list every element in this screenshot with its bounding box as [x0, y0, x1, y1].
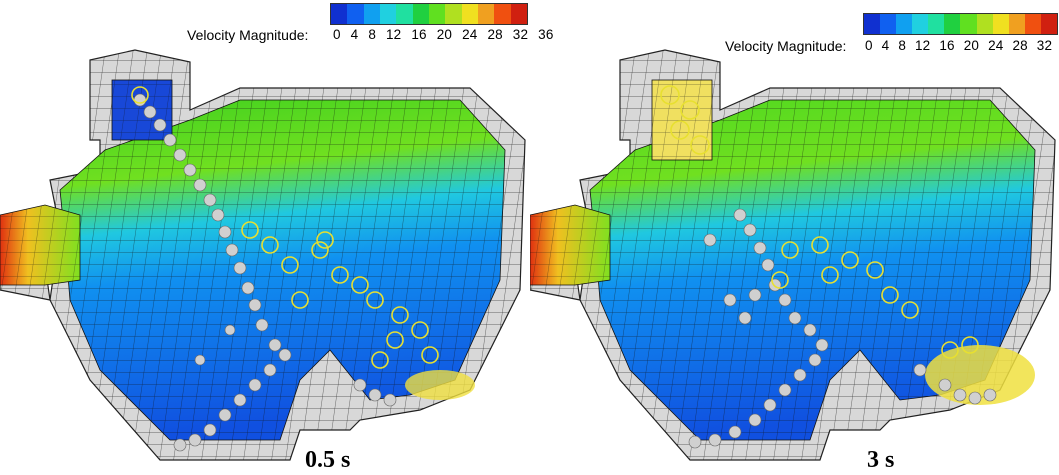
legend-title: Velocity Magnitude: — [187, 27, 309, 43]
time-label: 0.5 s — [305, 447, 351, 473]
time-label: 3 s — [867, 447, 895, 473]
high-velocity-region — [925, 345, 1035, 405]
legend-colorbar — [863, 13, 1058, 35]
legend-colorbar — [330, 3, 528, 25]
panel-right: Velocity Magnitude: 0 4 8 12 16 20 24 28… — [530, 0, 1059, 475]
left-figure — [0, 49, 526, 461]
panel-left: Velocity Magnitude: 0 4 8 12 16 20 24 28… — [0, 0, 553, 475]
tracer-rings — [131, 86, 439, 369]
right-figure — [530, 49, 1056, 461]
particle-stream — [688, 208, 997, 449]
legend-ticks: 0 4 8 12 16 20 24 28 32 36 — [333, 27, 554, 42]
tracer-rings — [660, 85, 979, 359]
legend-ticks: 0 4 8 12 16 20 24 28 32 36 — [865, 38, 1059, 53]
high-velocity-region — [405, 370, 475, 400]
legend-title: Velocity Magnitude: — [725, 38, 847, 54]
